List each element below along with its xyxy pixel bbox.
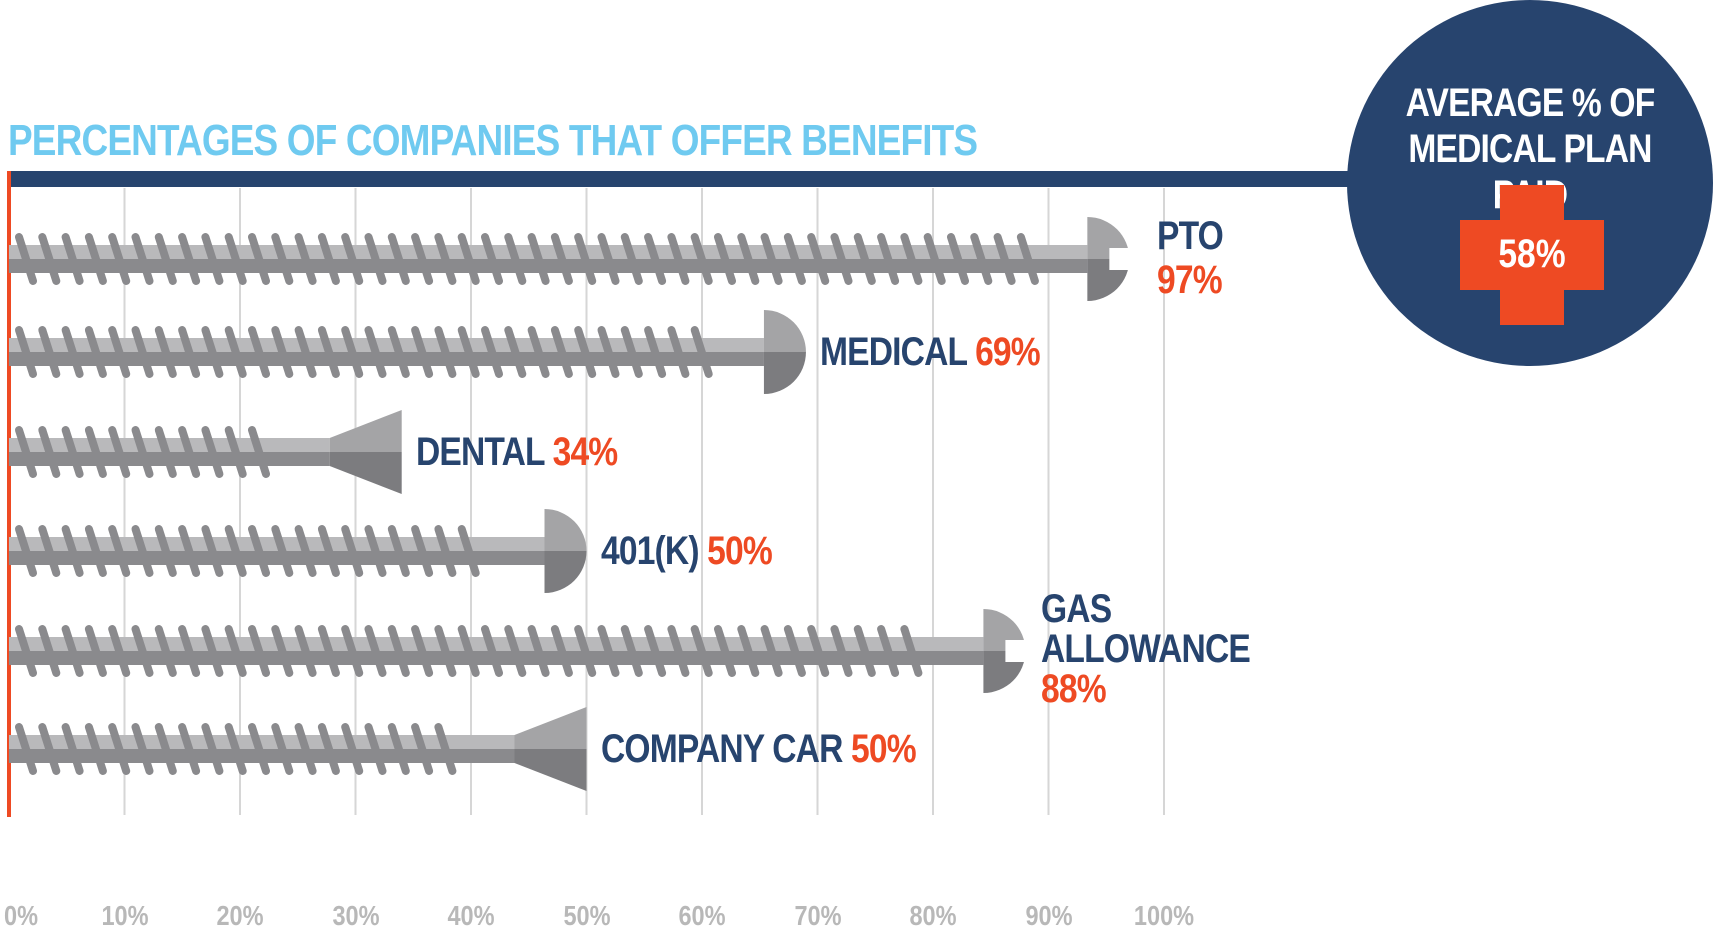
baseline-axis bbox=[7, 171, 11, 817]
screw-head bbox=[514, 707, 587, 749]
screw-threads bbox=[15, 426, 270, 478]
category-label: COMPANY CAR bbox=[600, 727, 843, 771]
screw-shaft-shadow bbox=[9, 551, 545, 565]
value-label: 34% bbox=[552, 430, 618, 474]
x-tick-label: 90% bbox=[1024, 900, 1073, 931]
bar-label: PTO 97% bbox=[1157, 214, 1224, 302]
screw-threads bbox=[15, 525, 480, 577]
screw-shaft bbox=[9, 438, 330, 452]
category-label: DENTAL bbox=[415, 430, 545, 474]
category-label: GAS bbox=[1041, 587, 1112, 631]
value-label: 97% bbox=[1157, 258, 1223, 302]
bar-label: COMPANY CAR 50% bbox=[600, 727, 917, 771]
medical-cross-icon-bar bbox=[1460, 220, 1604, 290]
x-tick-label: 100% bbox=[1133, 900, 1195, 931]
bar-label: GAS ALLOWANCE 88% bbox=[1041, 587, 1251, 711]
x-tick-label: 20% bbox=[216, 900, 264, 931]
value-label: 69% bbox=[975, 330, 1041, 374]
value-label: 50% bbox=[850, 727, 917, 771]
screw-head bbox=[544, 509, 587, 551]
screw-shaft bbox=[9, 338, 764, 352]
category-label: ALLOWANCE bbox=[1041, 627, 1251, 671]
x-tick-label: 10% bbox=[100, 900, 149, 931]
screw-head bbox=[329, 410, 402, 452]
callout-value: 58% bbox=[1498, 232, 1566, 276]
x-tick-label: 40% bbox=[447, 900, 495, 931]
screw-threads bbox=[15, 233, 1039, 285]
category-label: PTO bbox=[1157, 214, 1224, 258]
screw-slot bbox=[1005, 640, 1028, 662]
chart-title: PERCENTAGES OF COMPANIES THAT OFFER BENE… bbox=[8, 116, 978, 165]
x-tick-label: 70% bbox=[793, 900, 842, 931]
screw-shaft-shadow bbox=[9, 352, 764, 366]
x-tick-label: 80% bbox=[909, 900, 957, 931]
category-label: MEDICAL bbox=[819, 330, 967, 374]
x-tick-label: 60% bbox=[678, 900, 726, 931]
header-rule bbox=[7, 171, 1367, 187]
x-tick-label: 0% bbox=[4, 900, 38, 931]
value-label: 88% bbox=[1041, 667, 1107, 711]
x-tick-label: 50% bbox=[562, 900, 611, 931]
bar-label: MEDICAL 69% bbox=[819, 330, 1041, 374]
bar-label: DENTAL 34% bbox=[415, 430, 618, 474]
x-tick-label: 30% bbox=[331, 900, 380, 931]
screw-slot bbox=[1109, 248, 1132, 270]
screw-threads bbox=[15, 625, 923, 677]
value-label: 50% bbox=[706, 529, 773, 573]
screw-head-shadow bbox=[763, 352, 806, 394]
screw-head bbox=[763, 310, 806, 352]
bar-label: 401(K) 50% bbox=[600, 529, 773, 573]
screw-head-shadow bbox=[514, 749, 587, 791]
category-label: 401(K) bbox=[600, 529, 700, 573]
screw-head-shadow bbox=[329, 452, 402, 494]
screw-threads bbox=[15, 326, 713, 378]
screw-threads bbox=[15, 723, 457, 775]
screw-shaft bbox=[9, 245, 1088, 259]
screw-head-shadow bbox=[544, 551, 587, 593]
